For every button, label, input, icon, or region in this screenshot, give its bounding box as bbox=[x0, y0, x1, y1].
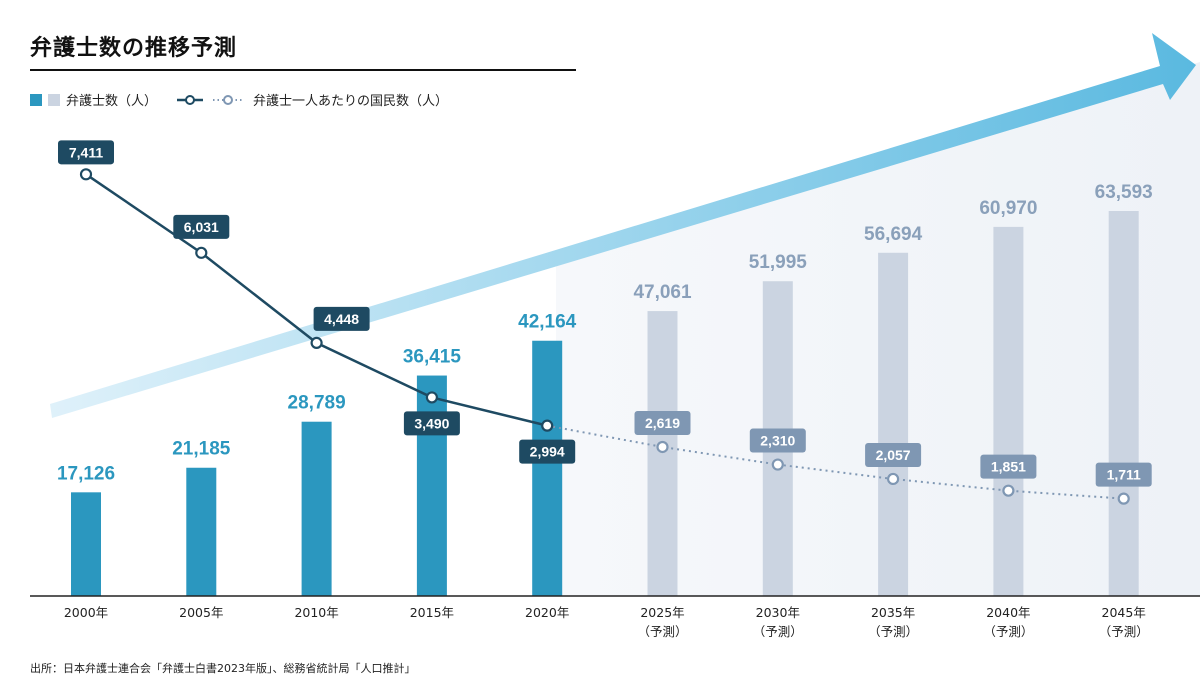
x-tick-label: 2035年 bbox=[871, 605, 915, 620]
line-point bbox=[541, 419, 554, 432]
line-point bbox=[771, 458, 784, 471]
line-point bbox=[195, 246, 208, 259]
bar-value-label: 60,970 bbox=[979, 198, 1037, 219]
x-tick-sublabel: （予測） bbox=[868, 624, 918, 639]
line-point bbox=[425, 391, 438, 404]
x-tick-label: 2015年 bbox=[410, 605, 454, 620]
line-value-label: 6,031 bbox=[184, 219, 219, 235]
bar-value-label: 47,061 bbox=[633, 282, 692, 303]
bar-value-label: 63,593 bbox=[1095, 182, 1153, 203]
bar-2005年 bbox=[186, 467, 217, 596]
line-point bbox=[886, 472, 900, 486]
line-value-label: 7,411 bbox=[69, 144, 103, 160]
line-point bbox=[1002, 484, 1015, 497]
legend-forecast-bar-swatch bbox=[48, 93, 60, 106]
x-tick-label: 2030年 bbox=[756, 605, 800, 620]
title-rule bbox=[30, 69, 576, 71]
x-tick-label: 2000年 bbox=[64, 605, 108, 620]
line-point bbox=[310, 336, 323, 350]
x-tick-label: 2040年 bbox=[986, 605, 1030, 620]
line-point bbox=[656, 440, 669, 454]
bar-value-label: 28,789 bbox=[288, 393, 346, 414]
line-value-label: 2,994 bbox=[530, 444, 565, 460]
x-tick-label: 2005年 bbox=[179, 605, 223, 620]
bar-2000年 bbox=[71, 492, 101, 596]
bar-2035年 bbox=[878, 252, 909, 596]
legend: 弁護士数（人） 弁護士一人あたりの国民数（人） bbox=[30, 90, 448, 109]
forecast-background bbox=[556, 62, 1200, 596]
line-value-box bbox=[173, 214, 230, 239]
bar-2015年 bbox=[416, 375, 447, 596]
bar-2025年 bbox=[647, 311, 678, 596]
line-value-box bbox=[634, 410, 691, 435]
line-value-box bbox=[313, 306, 370, 331]
legend-line-label: 弁護士一人あたりの国民数（人） bbox=[253, 94, 449, 109]
x-tick-sublabel: （予測） bbox=[637, 624, 687, 639]
x-tick-label: 2025年 bbox=[640, 605, 684, 620]
x-tick-sublabel: （予測） bbox=[753, 624, 803, 639]
line-value-label: 4,448 bbox=[324, 311, 359, 327]
line-value-box bbox=[1095, 462, 1152, 487]
line-point bbox=[1117, 492, 1130, 505]
line-value-box bbox=[980, 454, 1037, 479]
bar-2045年 bbox=[1108, 211, 1139, 596]
line-value-label: 2,310 bbox=[760, 433, 795, 449]
bar-value-label: 56,694 bbox=[864, 224, 923, 245]
line-point bbox=[79, 168, 93, 181]
x-tick-sublabel: （予測） bbox=[983, 624, 1033, 639]
x-tick-sublabel: （予測） bbox=[1099, 624, 1149, 639]
line-value-box bbox=[403, 411, 460, 436]
chart-title: 弁護士数の推移予測 bbox=[30, 36, 238, 61]
bar-2040年 bbox=[993, 226, 1024, 596]
x-tick-label: 2045年 bbox=[1102, 605, 1146, 620]
line-value-label: 1,851 bbox=[991, 459, 1026, 475]
line-value-box bbox=[519, 439, 576, 464]
line-value-box bbox=[749, 428, 806, 453]
bar-2020年 bbox=[532, 340, 563, 596]
x-tick-label: 2010年 bbox=[294, 605, 338, 620]
line-value-label: 3,490 bbox=[414, 415, 449, 431]
line-value-label: 1,711 bbox=[1107, 467, 1141, 483]
line-value-label: 2,619 bbox=[645, 415, 680, 431]
bar-2010年 bbox=[301, 421, 332, 596]
line-actual bbox=[85, 173, 548, 427]
legend-bar-label: 弁護士数（人） bbox=[66, 94, 158, 109]
line-value-box bbox=[865, 442, 922, 467]
line-value-label: 2,057 bbox=[876, 447, 911, 463]
legend-line-icon bbox=[177, 94, 244, 105]
x-tick-label: 2020年 bbox=[525, 605, 569, 620]
bar-value-label: 42,164 bbox=[518, 312, 577, 333]
line-forecast bbox=[547, 424, 1124, 500]
bar-value-label: 17,126 bbox=[57, 463, 115, 484]
bar-value-label: 36,415 bbox=[403, 347, 462, 368]
legend-actual-bar-swatch bbox=[30, 93, 42, 106]
bar-value-label: 51,995 bbox=[749, 252, 808, 273]
bar-value-label: 21,185 bbox=[172, 439, 231, 460]
source-note: 出所：日本弁護士連合会「弁護士白書2023年版」、総務省統計局「人口推計」 bbox=[30, 662, 416, 675]
line-value-box bbox=[58, 140, 114, 165]
